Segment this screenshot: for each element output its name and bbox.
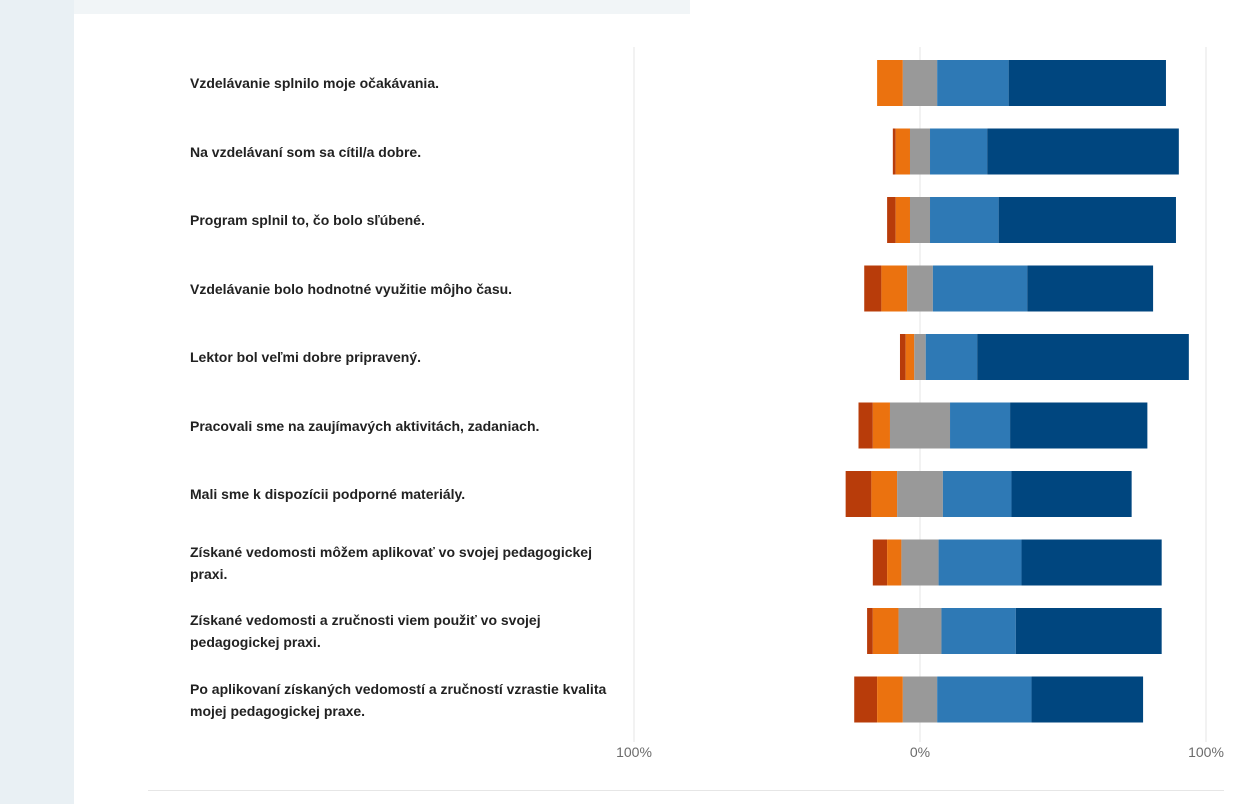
x-tick-label-2: 100% [1188, 744, 1224, 760]
category-label-5: Pracovali sme na zaujímavých aktivitách,… [190, 417, 540, 434]
bar-segment-1-0 [892, 128, 896, 175]
chart-ticks: 100% 0% 100% [616, 744, 1224, 760]
bar-segment-5-1 [872, 402, 890, 449]
bar-segment-9-1 [877, 676, 903, 723]
bar-segment-2-3 [930, 197, 999, 243]
bar-segment-8-0 [867, 608, 873, 654]
bar-segment-4-0 [899, 334, 906, 380]
bar-segment-3-2 [907, 265, 933, 312]
bar-segment-1-4 [987, 128, 1179, 175]
top-panel-strip [74, 0, 690, 14]
bar-segment-4-2 [914, 334, 926, 380]
bar-segment-6-1 [871, 471, 898, 517]
bar-segment-3-4 [1027, 265, 1154, 312]
bar-segment-7-3 [938, 539, 1022, 586]
bar-segment-6-4 [1011, 471, 1132, 517]
category-label-8: Získané vedomosti a zručnosti viem použi… [190, 612, 541, 650]
bar-segment-9-4 [1031, 676, 1144, 723]
bar-segment-9-0 [854, 676, 878, 723]
bar-segment-7-0 [872, 539, 888, 586]
bar-segment-0-3 [937, 60, 1009, 106]
bar-segment-6-2 [897, 471, 943, 517]
bar-segment-1-2 [909, 128, 931, 175]
left-panel-strip [0, 0, 74, 804]
bar-segment-8-2 [898, 608, 942, 654]
bar-segment-1-3 [930, 128, 988, 175]
bar-segment-2-0 [887, 197, 896, 243]
bar-segment-5-2 [889, 402, 951, 449]
bottom-divider [148, 790, 1224, 791]
bar-segment-9-2 [902, 676, 938, 723]
bar-segment-3-3 [932, 265, 1028, 312]
bar-segment-9-3 [937, 676, 1032, 723]
bar-segment-4-4 [977, 334, 1189, 380]
bar-segment-4-1 [905, 334, 915, 380]
category-label-7: Získané vedomosti môžem aplikovať vo svo… [190, 543, 592, 582]
bar-segment-0-4 [1008, 60, 1166, 106]
category-label-1: Na vzdelávaní som sa cítil/a dobre. [190, 143, 422, 160]
bar-segment-3-0 [864, 265, 882, 312]
bar-segment-6-3 [942, 471, 1012, 517]
bar-segment-3-1 [881, 265, 908, 312]
bar-segment-1-1 [895, 128, 910, 175]
bar-segment-5-4 [1010, 402, 1148, 449]
x-tick-label-0: 100% [616, 744, 652, 760]
chart-bars [845, 60, 1189, 723]
bar-segment-7-4 [1021, 539, 1162, 586]
category-label-6: Mali sme k dispozícii podporné materiály… [190, 486, 466, 502]
bar-segment-5-0 [858, 402, 873, 449]
bar-segment-0-1 [877, 60, 903, 106]
category-label-4: Lektor bol veľmi dobre pripravený. [190, 349, 422, 365]
bar-segment-8-3 [941, 608, 1016, 654]
bar-segment-2-2 [909, 197, 931, 243]
category-label-9: Po aplikovaní získaných vedomostí a zruč… [190, 680, 607, 719]
bar-segment-2-1 [895, 197, 910, 243]
bar-segment-5-3 [950, 402, 1011, 449]
bar-segment-4-3 [925, 334, 978, 380]
bar-segment-0-2 [902, 60, 938, 106]
x-tick-label-1: 0% [910, 744, 930, 760]
category-label-2: Program splnil to, čo bolo sľúbené. [190, 212, 425, 228]
bar-segment-7-1 [887, 539, 902, 586]
category-label-3: Vzdelávanie bolo hodnotné využitie môjho… [190, 280, 513, 297]
bar-segment-8-1 [872, 608, 899, 654]
bar-segment-6-0 [845, 471, 872, 517]
bar-segment-7-2 [901, 539, 939, 586]
category-label-0: Vzdelávanie splnilo moje očakávania. [190, 75, 439, 91]
bar-segment-8-4 [1015, 608, 1162, 654]
bar-segment-2-4 [998, 197, 1176, 243]
